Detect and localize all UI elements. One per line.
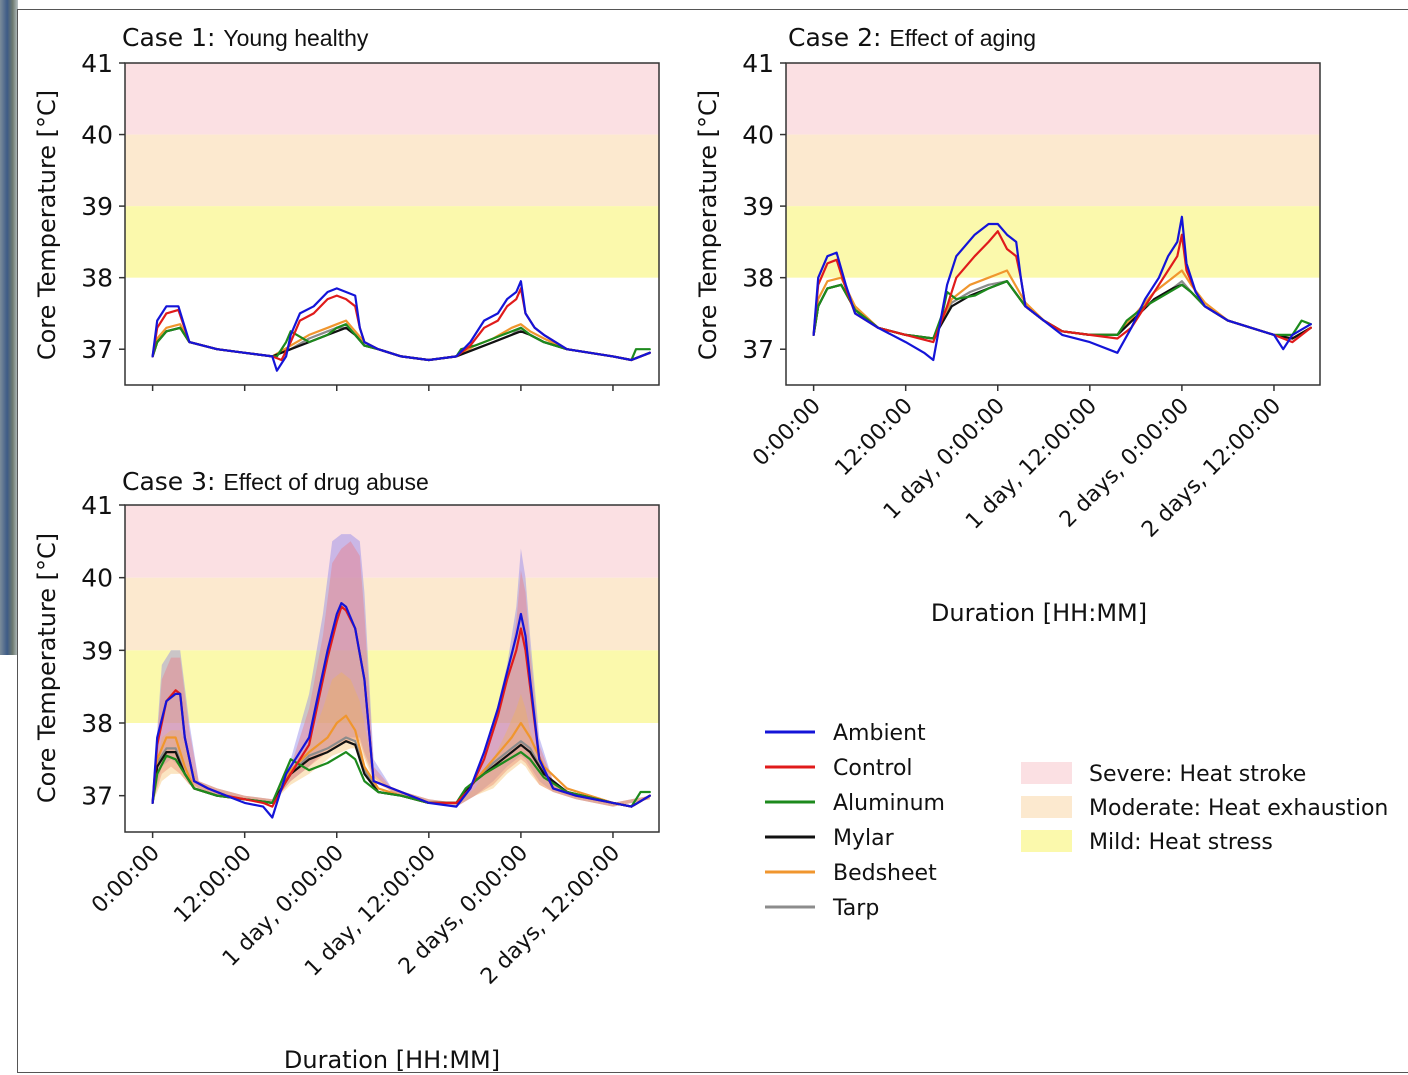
chart-panel-1: 37 38 39 40 41 Case 1: Young healthy Core Temp… <box>33 23 660 391</box>
series-line-ambient <box>812 215 1312 362</box>
series-line-aluminum <box>151 323 651 362</box>
y-tick-label: 38 <box>81 264 113 293</box>
y-axis-label: Core Temperature [°C] <box>33 533 61 803</box>
chart-title-prefix: Case 3: <box>122 467 223 496</box>
y-tick-label: 40 <box>81 121 113 150</box>
y-tick-label: 37 <box>742 335 774 364</box>
x-tick-label: 0:00:00 <box>87 841 165 919</box>
legend-band-label-3: Mild: Heat stress <box>1089 830 1273 855</box>
y-tick-label: 41 <box>742 49 774 78</box>
severity-band-2 <box>786 134 1320 207</box>
left-edge-strip <box>0 0 18 655</box>
chart-title: Case 3: Effect of drug abuse <box>122 467 429 496</box>
severity-band-3 <box>125 650 659 723</box>
x-tick-label: 12:00:00 <box>169 841 257 929</box>
chart-title-text: Effect of aging <box>889 25 1036 51</box>
severity-band-2 <box>125 134 659 207</box>
series-line-bedsheet <box>812 269 1312 340</box>
legend-label-control: Control <box>833 756 913 781</box>
y-tick-label: 37 <box>81 782 113 811</box>
figure-frame <box>17 9 1408 1073</box>
y-tick-label: 40 <box>742 121 774 150</box>
y-tick-label: 38 <box>81 709 113 738</box>
legend-label-ambient: Ambient <box>833 721 926 746</box>
legend-band-swatch-1 <box>1021 762 1072 784</box>
plot-area <box>812 215 1312 362</box>
axes-frame <box>785 62 1321 386</box>
x-tick-label: 0:00:00 <box>748 394 826 472</box>
y-tick-label: 41 <box>81 49 113 78</box>
y-tick-label: 41 <box>81 491 113 520</box>
series-line-ambient <box>151 280 651 372</box>
severity-band-1 <box>786 63 1320 135</box>
axes-frame <box>124 62 660 386</box>
y-tick-label: 37 <box>81 335 113 364</box>
y-tick-label: 39 <box>81 192 113 221</box>
y-tick-label: 39 <box>81 636 113 665</box>
series-line-tarp <box>151 326 651 362</box>
series-line-ambient <box>151 601 651 819</box>
legend-band-label-1: Severe: Heat stroke <box>1089 762 1306 787</box>
legend-label-tarp: Tarp <box>832 896 879 921</box>
severity-band-3 <box>125 206 659 278</box>
severity-band-2 <box>125 577 659 651</box>
severity-band-3 <box>786 206 1320 278</box>
y-axis-label: Core Temperature [°C] <box>33 90 61 360</box>
y-tick-label: 40 <box>81 564 113 593</box>
chart-title-prefix: Case 1: <box>122 23 223 52</box>
chart-title: Case 2: Effect of aging <box>788 23 1036 52</box>
plot-area <box>151 280 651 372</box>
series-line-aluminum <box>151 750 651 808</box>
chart-title-text: Young healthy <box>223 25 368 51</box>
legend-bands: Severe: Heat stroke Moderate: Heat exhaus… <box>1021 762 1388 855</box>
legend-label-aluminum: Aluminum <box>833 791 945 816</box>
x-axis-label: Duration [HH:MM] <box>284 1046 500 1074</box>
shaded-region-control <box>152 541 650 807</box>
chart-title-prefix: Case 2: <box>788 23 889 52</box>
x-axis-label: Duration [HH:MM] <box>931 599 1147 627</box>
legend-series: Ambient Control Aluminum Mylar Bedsheet Tarp <box>765 721 945 921</box>
chart-title: Case 1: Young healthy <box>122 23 369 52</box>
legend-label-bedsheet: Bedsheet <box>833 861 937 886</box>
severity-band-1 <box>125 63 659 135</box>
series-line-bedsheet <box>151 319 651 362</box>
y-tick-label: 38 <box>742 264 774 293</box>
legend-label-mylar: Mylar <box>833 826 895 851</box>
shaded-region-ambient <box>152 534 650 807</box>
x-tick-label: 12:00:00 <box>830 394 918 482</box>
series-line-mylar <box>151 326 651 362</box>
legend-band-swatch-3 <box>1021 830 1072 852</box>
legend-band-swatch-2 <box>1021 796 1072 818</box>
series-line-control <box>151 287 651 362</box>
plot-area <box>151 534 651 819</box>
legend-band-label-2: Moderate: Heat exhaustion <box>1089 796 1388 821</box>
severity-band-1 <box>125 505 659 578</box>
y-tick-label: 39 <box>742 192 774 221</box>
y-axis-label: Core Temperature [°C] <box>694 90 722 360</box>
chart-title-text: Effect of drug abuse <box>223 469 428 495</box>
axes-frame <box>124 504 660 833</box>
